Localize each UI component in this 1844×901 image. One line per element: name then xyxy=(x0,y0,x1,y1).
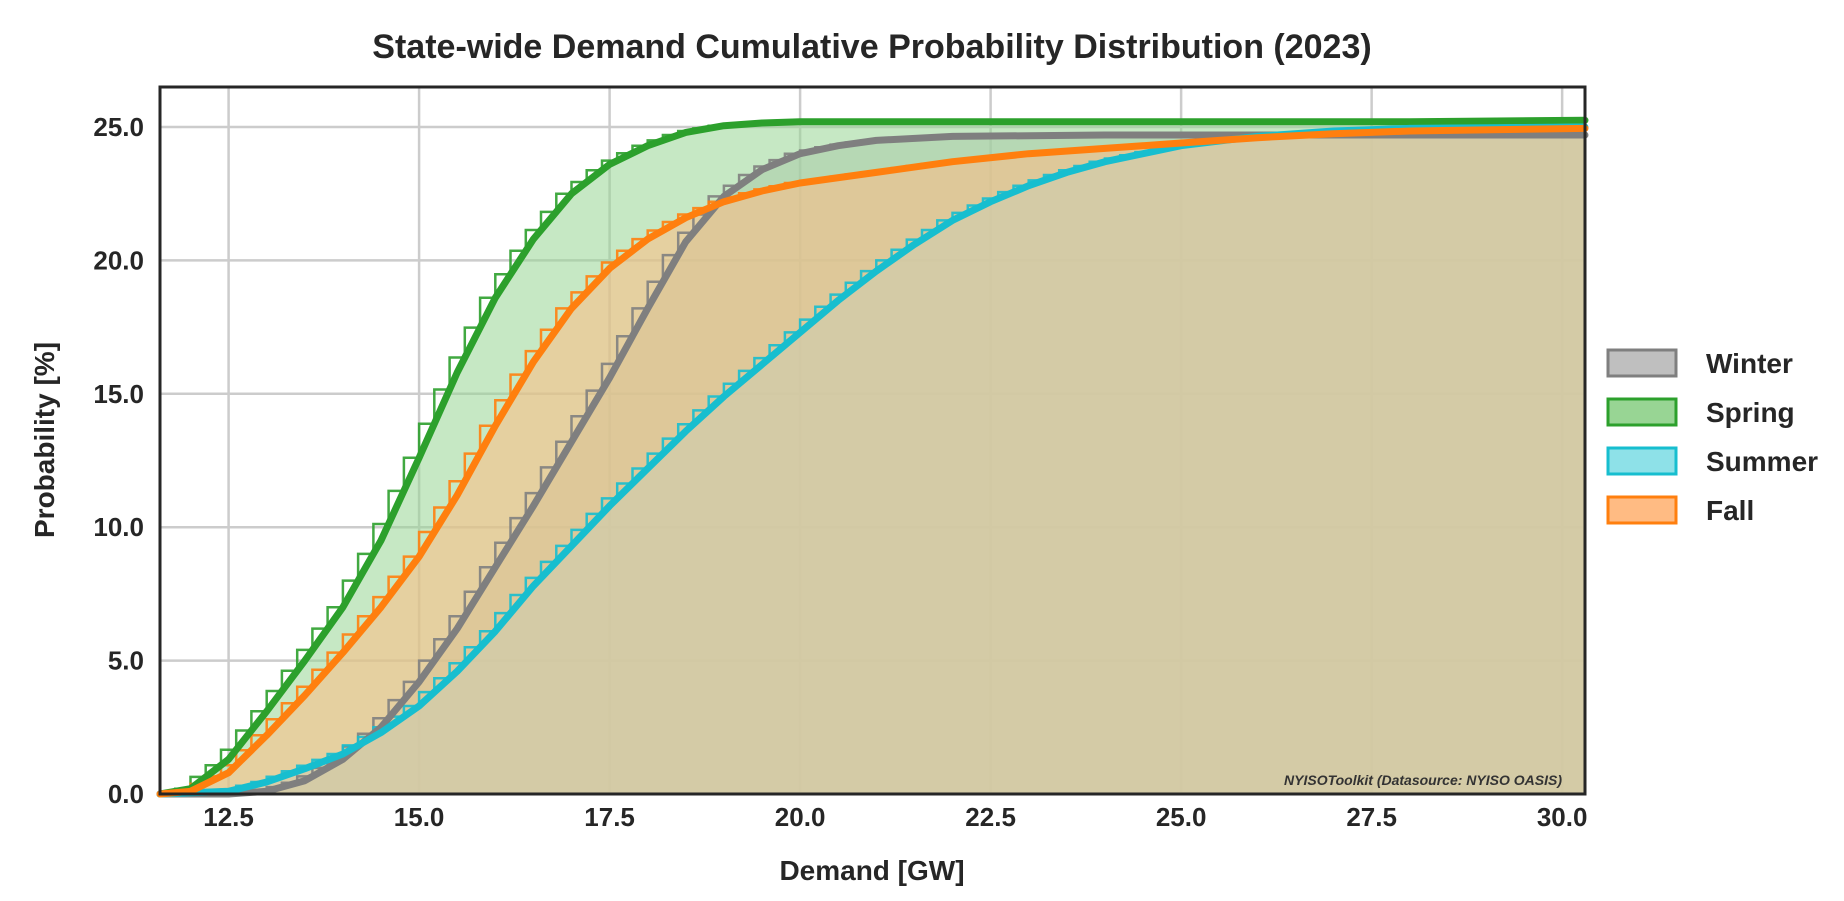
x-tick-label: 25.0 xyxy=(1156,802,1207,832)
legend-swatch-fall xyxy=(1606,495,1678,525)
series-lines xyxy=(156,116,1589,798)
x-tick-label: 20.0 xyxy=(775,802,826,832)
legend-swatch-summer xyxy=(1606,446,1678,476)
line-winter xyxy=(156,131,1589,798)
y-tick-labels: 0.0 5.0 10.0 15.0 20.0 25.0 xyxy=(93,112,144,809)
line-spring xyxy=(156,116,1589,798)
y-tick-label: 15.0 xyxy=(93,379,144,409)
x-tick-label: 27.5 xyxy=(1346,802,1397,832)
legend: Winter Spring Summer Fall xyxy=(1606,348,1818,526)
y-tick-label: 5.0 xyxy=(108,646,144,676)
area-fall xyxy=(160,128,1585,794)
x-tick-label: 30.0 xyxy=(1537,802,1588,832)
line-summer xyxy=(156,123,1589,798)
x-tick-label: 15.0 xyxy=(394,802,445,832)
y-tick-label: 0.0 xyxy=(108,779,144,809)
watermark: NYISOToolkit (Datasource: NYISO OASIS) xyxy=(1284,772,1562,788)
plot-frame xyxy=(158,85,1587,796)
series-fills xyxy=(160,120,1585,795)
y-tick-label: 25.0 xyxy=(93,112,144,142)
y-tick-label: 20.0 xyxy=(93,245,144,275)
x-tick-labels: 12.5 15.0 17.5 20.0 22.5 25.0 27.5 30.0 xyxy=(203,802,1587,832)
x-tick-label: 22.5 xyxy=(965,802,1016,832)
x-tick-label: 17.5 xyxy=(584,802,635,832)
legend-label-spring: Spring xyxy=(1706,397,1795,428)
legend-label-winter: Winter xyxy=(1706,348,1793,379)
legend-swatch-winter xyxy=(1606,348,1678,378)
line-fall xyxy=(156,124,1589,798)
legend-label-summer: Summer xyxy=(1706,446,1818,477)
legend-label-fall: Fall xyxy=(1706,495,1754,526)
y-axis-label: Probability [%] xyxy=(29,342,60,538)
x-axis-label: Demand [GW] xyxy=(779,855,964,886)
x-tick-label: 12.5 xyxy=(203,802,254,832)
chart-title: State-wide Demand Cumulative Probability… xyxy=(372,28,1371,66)
legend-swatch-spring xyxy=(1606,397,1678,427)
y-tick-label: 10.0 xyxy=(93,512,144,542)
